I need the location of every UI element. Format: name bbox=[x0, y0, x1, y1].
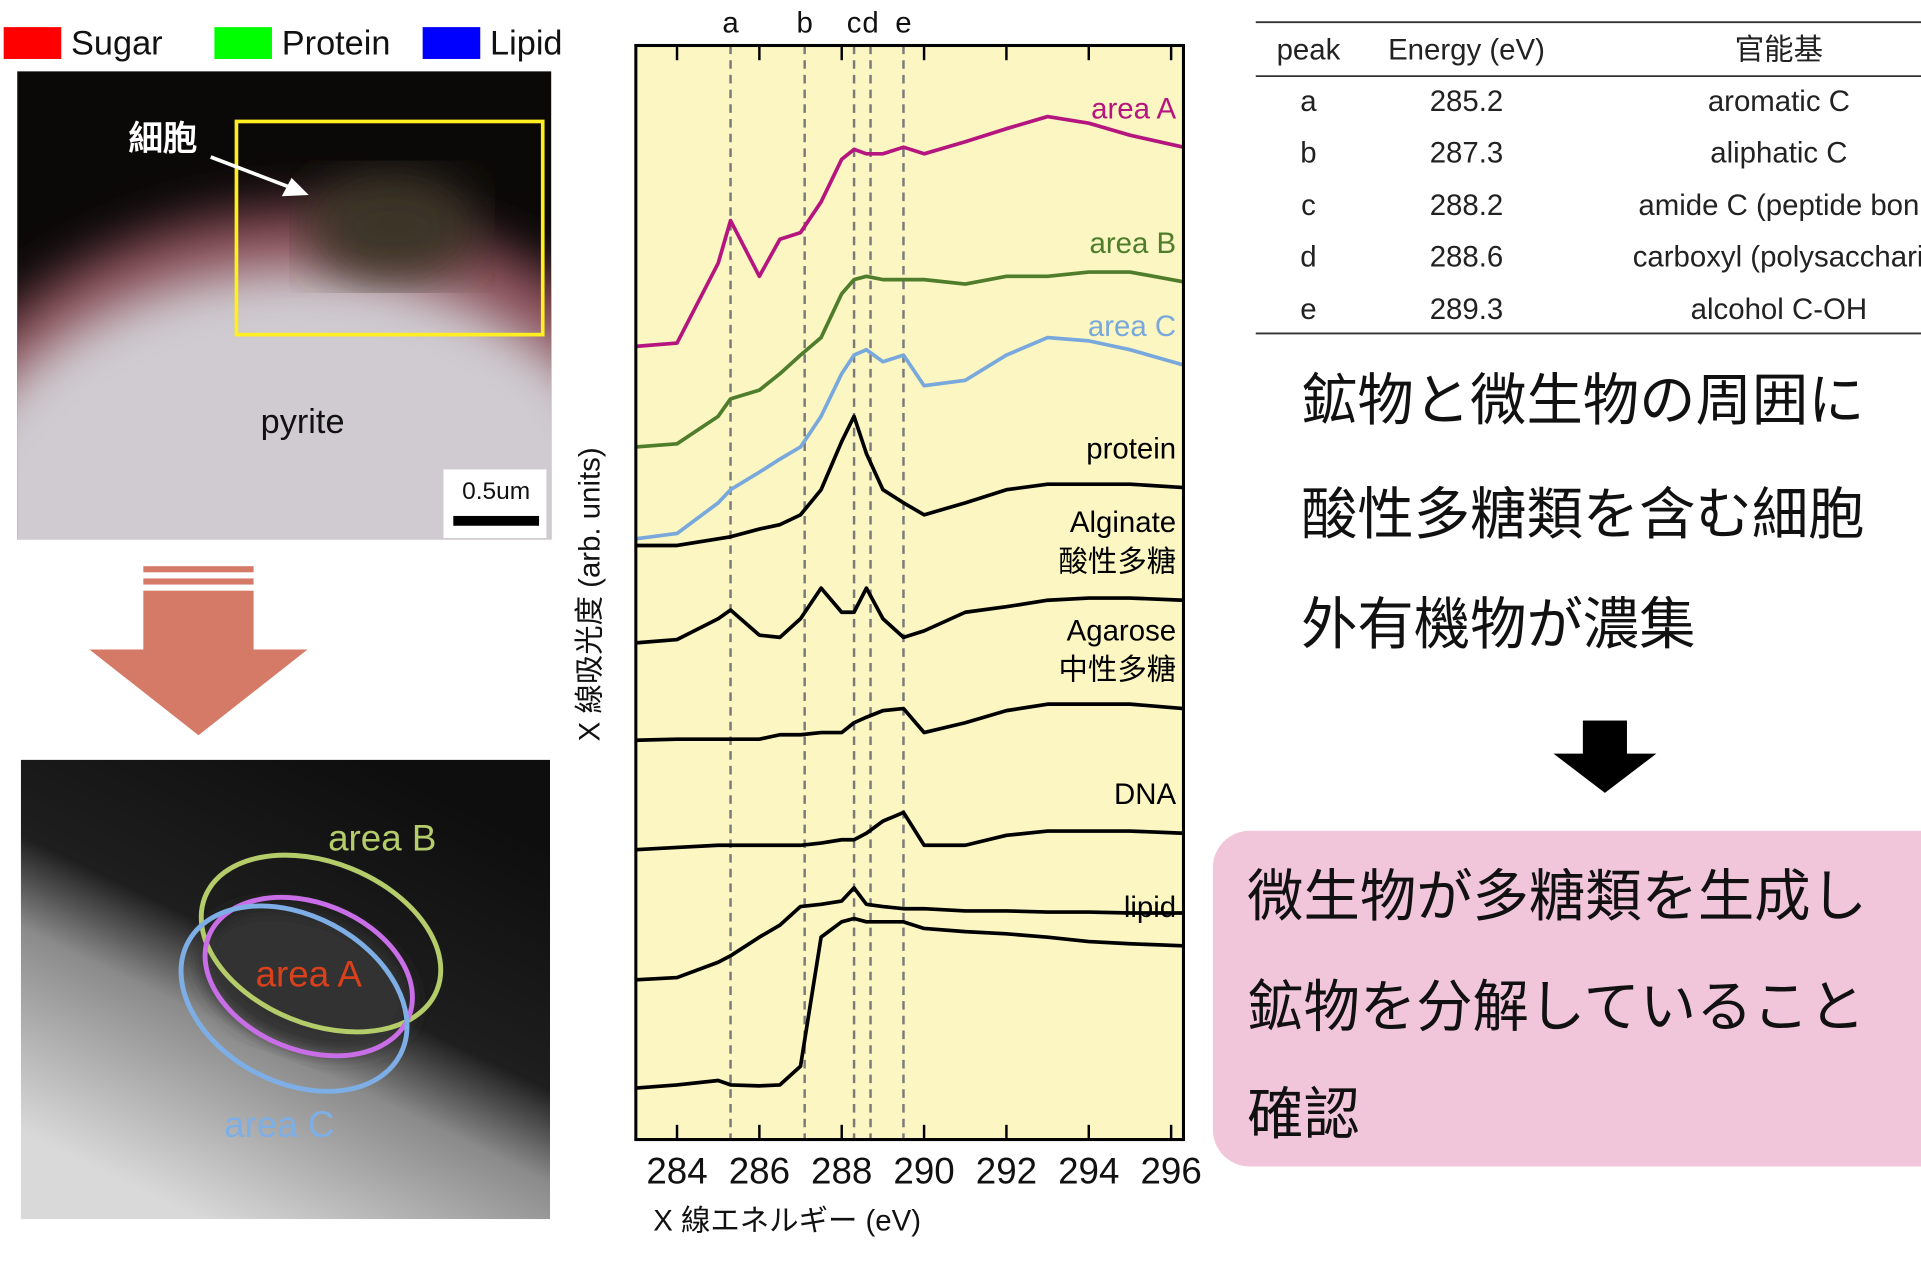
x-tick-label: 288 bbox=[811, 1151, 872, 1192]
table-cell: c bbox=[1301, 189, 1316, 222]
table-cell: carboxyl (polysacchari bbox=[1633, 240, 1921, 273]
peak-label: e bbox=[895, 6, 911, 39]
peak-label: c bbox=[847, 6, 862, 39]
table-cell: 288.2 bbox=[1430, 189, 1504, 222]
table-cell: a bbox=[1300, 85, 1317, 118]
table-header: Energy (eV) bbox=[1388, 33, 1545, 66]
legend-label: Sugar bbox=[71, 25, 163, 63]
plot-background bbox=[636, 46, 1184, 1140]
table-cell: 289.3 bbox=[1430, 293, 1504, 326]
x-tick-label: 296 bbox=[1140, 1151, 1201, 1192]
legend: Sugar Protein Lipid bbox=[4, 25, 563, 63]
series-label: area A bbox=[1091, 92, 1176, 125]
table-cell: 285.2 bbox=[1430, 85, 1504, 118]
y-axis-label: X 線吸光度 (arb. units) bbox=[574, 447, 607, 741]
conclusion-line: 確認 bbox=[1247, 1083, 1360, 1146]
table-header: 官能基 bbox=[1735, 33, 1823, 66]
cell-label: 細胞 bbox=[129, 120, 198, 158]
table-cell: amide C (peptide bon bbox=[1638, 189, 1919, 222]
legend-swatch bbox=[423, 27, 481, 59]
table-cell: alcohol C-OH bbox=[1691, 293, 1867, 326]
peak-label: b bbox=[796, 6, 812, 39]
series-label: area B bbox=[1090, 227, 1177, 260]
legend-label: Protein bbox=[282, 25, 391, 63]
area-label: area A bbox=[256, 953, 363, 994]
table-cell: 288.6 bbox=[1430, 240, 1504, 273]
peak-label: a bbox=[722, 6, 739, 39]
result-arrow bbox=[1553, 721, 1656, 793]
finding-line: 鉱物と微生物の周囲に bbox=[1301, 368, 1864, 431]
peak-table: peak Energy (eV) 官能基 a 285.2 aromatic C b 287.3… bbox=[1256, 22, 1921, 333]
area-label: area B bbox=[328, 817, 436, 858]
slide: 細胞 pyrite 0.5um area Barea Aarea C abcde… bbox=[0, 0, 1921, 1261]
table-cell: 287.3 bbox=[1430, 136, 1504, 169]
x-tick-label: 294 bbox=[1058, 1151, 1119, 1192]
scale-bar bbox=[453, 516, 539, 526]
x-tick-label: 286 bbox=[729, 1151, 790, 1192]
finding-line: 外有機物が濃集 bbox=[1301, 593, 1695, 656]
page: 細胞 pyrite 0.5um area Barea Aarea C abcde… bbox=[0, 0, 1921, 1261]
peak-label: d bbox=[862, 6, 878, 39]
x-tick-label: 292 bbox=[976, 1151, 1037, 1192]
table-cell: b bbox=[1300, 136, 1316, 169]
conclusion-line: 微生物が多糖類を生成し bbox=[1247, 865, 1867, 928]
table-cell: e bbox=[1300, 293, 1316, 326]
finding-line: 酸性多糖類を含む細胞 bbox=[1301, 482, 1864, 545]
flow-arrow bbox=[89, 566, 307, 735]
table-cell: aromatic C bbox=[1708, 85, 1850, 118]
x-tick-label: 290 bbox=[893, 1151, 954, 1192]
series-label: area C bbox=[1088, 310, 1176, 343]
series-label: DNA bbox=[1114, 778, 1176, 811]
area-label: area C bbox=[224, 1104, 334, 1145]
x-tick-label: 284 bbox=[646, 1151, 707, 1192]
table-header: peak bbox=[1277, 33, 1341, 66]
x-axis-label: X 線エネルギー (eV) bbox=[653, 1205, 921, 1238]
legend-label: Lipid bbox=[490, 25, 562, 63]
table-cell: d bbox=[1300, 240, 1316, 273]
scale-bar-label: 0.5um bbox=[462, 478, 530, 505]
conclusion-line: 鉱物を分解していること bbox=[1247, 975, 1865, 1038]
table-cell: aliphatic C bbox=[1710, 136, 1847, 169]
legend-swatch bbox=[214, 27, 272, 59]
series-label: protein bbox=[1086, 433, 1176, 466]
mineral-label: pyrite bbox=[261, 403, 345, 441]
series-label: lipid bbox=[1124, 891, 1176, 924]
legend-swatch bbox=[4, 27, 62, 59]
